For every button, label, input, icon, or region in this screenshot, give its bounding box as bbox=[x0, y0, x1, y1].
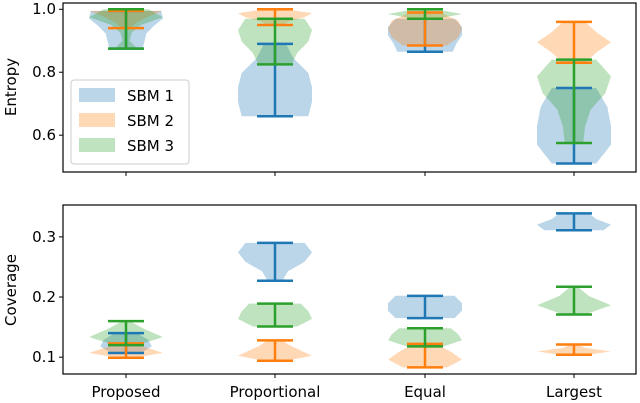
legend-swatch-sbm1 bbox=[79, 88, 115, 102]
panel-entropy bbox=[59, 2, 637, 176]
x-tick-label: Proportional bbox=[230, 383, 321, 401]
y-tick-label: 0.8 bbox=[32, 63, 56, 81]
legend-swatch-sbm2 bbox=[79, 113, 115, 127]
y-tick-label: 0.1 bbox=[32, 348, 56, 366]
y-tick-labels-entropy: 1.0 0.8 0.6 bbox=[32, 0, 56, 144]
y-tick-labels-coverage: 0.3 0.2 0.1 bbox=[32, 228, 56, 366]
legend-frame bbox=[70, 79, 190, 165]
y-tick-label: 0.3 bbox=[32, 228, 56, 246]
legend: SBM 1 SBM 2 SBM 3 bbox=[70, 79, 190, 165]
y-tick-label: 0.6 bbox=[32, 126, 56, 144]
coverage-ylabel: Coverage bbox=[2, 254, 20, 326]
entropy-ylabel: Entropy bbox=[2, 58, 20, 116]
legend-label: SBM 2 bbox=[127, 112, 174, 130]
y-tick-label: 0.2 bbox=[32, 288, 56, 306]
legend-label: SBM 3 bbox=[127, 137, 174, 155]
axes-frame bbox=[62, 2, 637, 173]
legend-swatch-sbm3 bbox=[79, 138, 115, 152]
x-tick-label: Proposed bbox=[91, 383, 160, 401]
x-tick-label: Largest bbox=[546, 383, 602, 401]
x-tick-label: Equal bbox=[404, 383, 446, 401]
panel-coverage bbox=[59, 204, 637, 378]
x-tick-labels: Proposed Proportional Equal Largest bbox=[91, 383, 602, 401]
axes-frame bbox=[62, 204, 637, 375]
legend-label: SBM 1 bbox=[127, 87, 174, 105]
y-tick-label: 1.0 bbox=[32, 0, 56, 18]
